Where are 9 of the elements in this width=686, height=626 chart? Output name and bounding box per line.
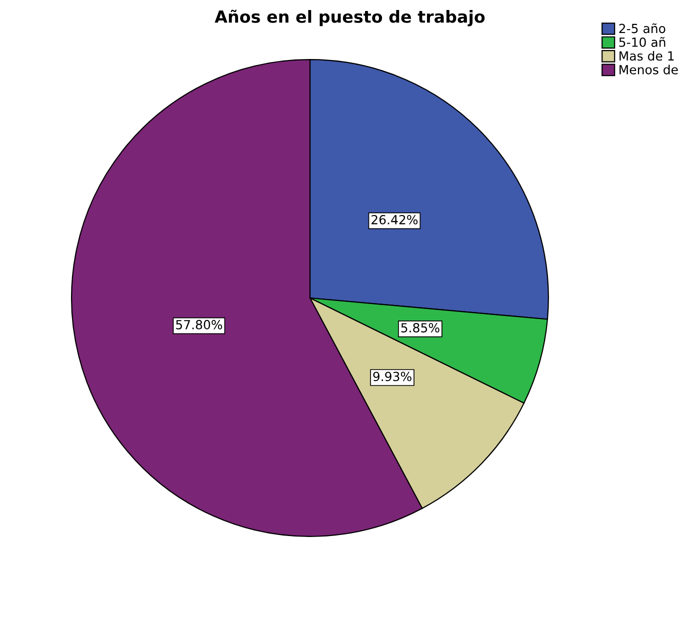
data-label: 5.85% xyxy=(401,323,440,332)
chart-title: Años en el puesto de trabajo xyxy=(214,10,485,26)
legend-label: 5-10 añ xyxy=(619,37,666,47)
legend-label: Mas de 1 xyxy=(620,50,674,61)
data-label: 26.42% xyxy=(372,214,418,224)
data-label: 57.80% xyxy=(176,320,222,330)
legend-label: Menos de xyxy=(620,64,678,74)
legend-label: 2-5 año xyxy=(619,23,666,34)
data-label: 9.93% xyxy=(373,372,412,382)
